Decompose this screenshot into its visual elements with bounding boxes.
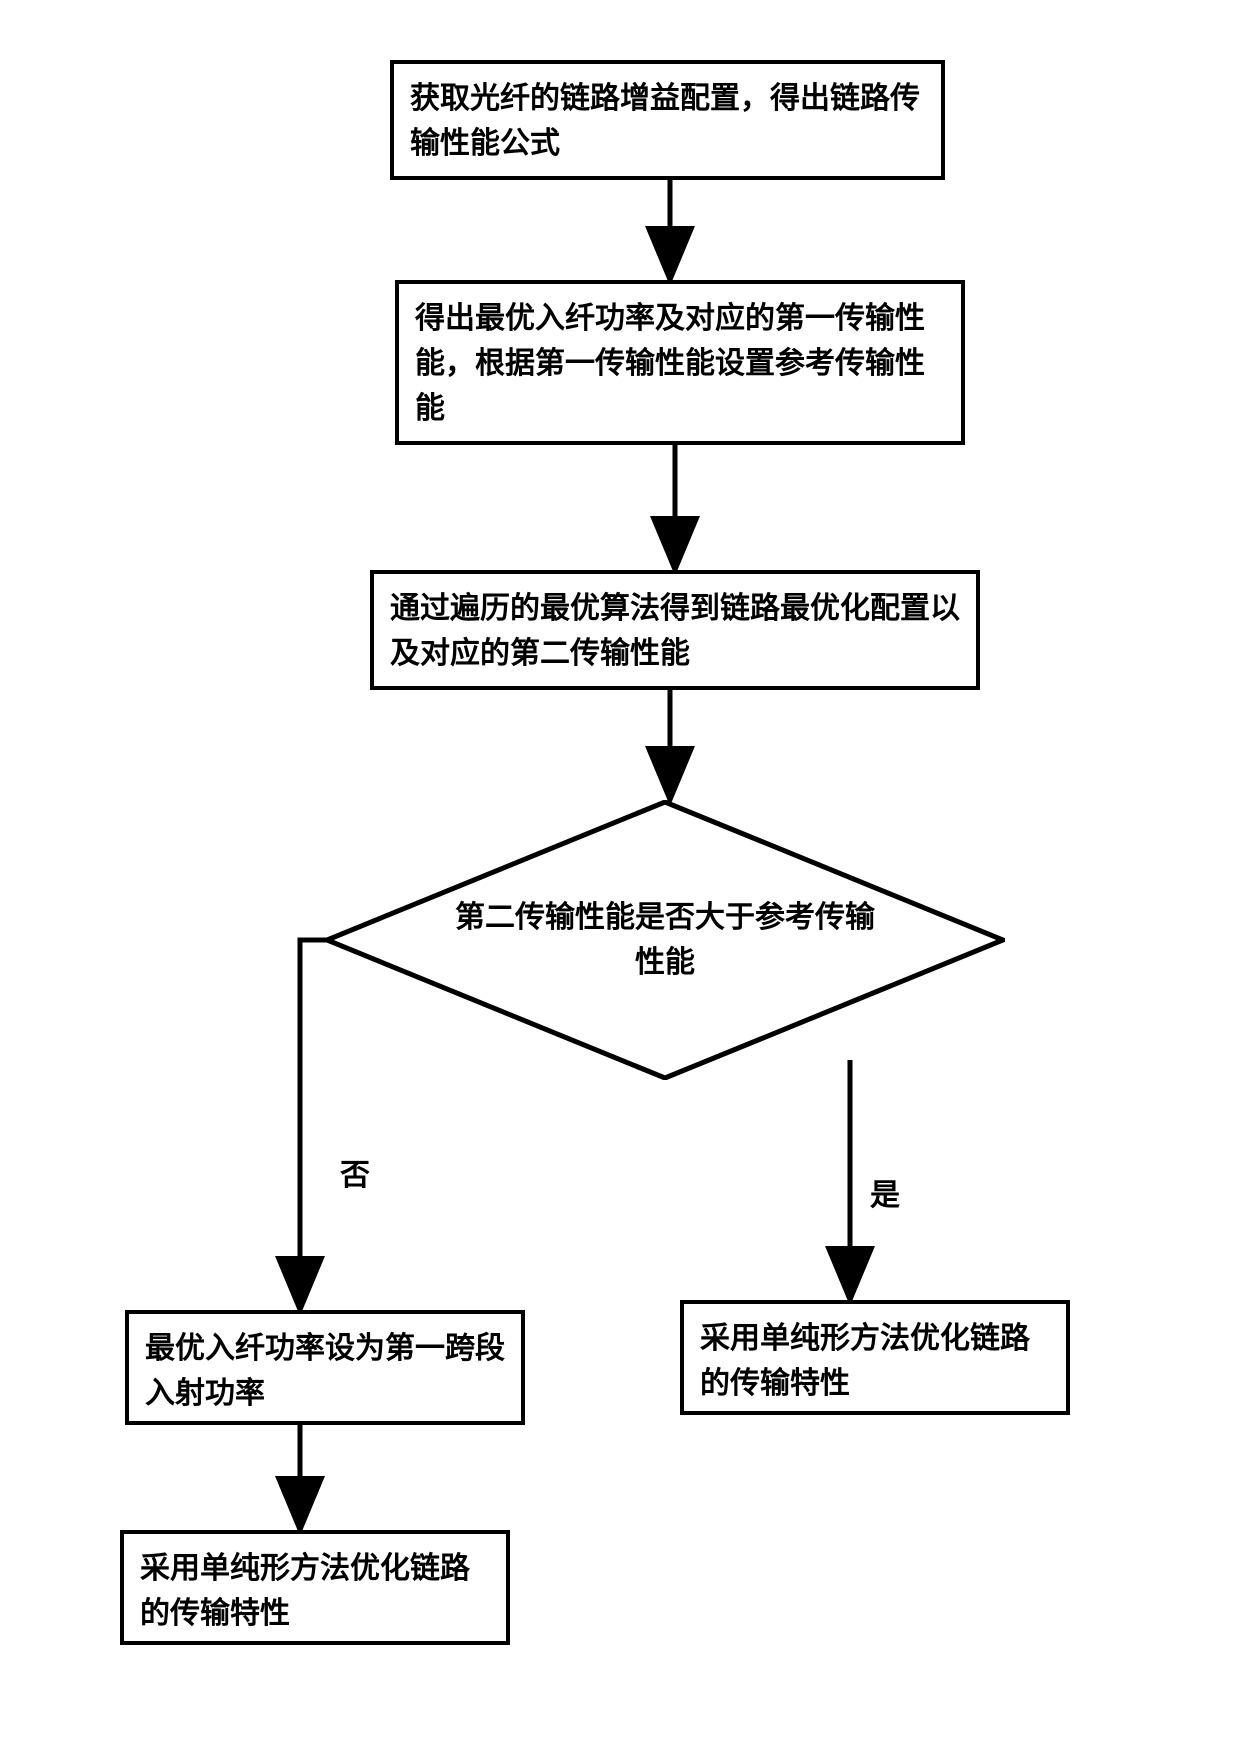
node-decision: 第二传输性能是否大于参考传输性能 <box>325 800 1005 1080</box>
node-step2: 得出最优入纤功率及对应的第一传输性能，根据第一传输性能设置参考传输性能 <box>395 280 965 445</box>
node-decision-text-span: 第二传输性能是否大于参考传输性能 <box>455 901 875 979</box>
edge-label-no: 否 <box>340 1150 370 1194</box>
flowchart-container: 获取光纤的链路增益配置，得出链路传输性能公式 得出最优入纤功率及对应的第一传输性… <box>0 0 1240 1753</box>
node-step7-text: 采用单纯形方法优化链路的传输特性 <box>140 1552 470 1630</box>
node-step7: 采用单纯形方法优化链路的传输特性 <box>120 1530 510 1645</box>
node-step1-text: 获取光纤的链路增益配置，得出链路传输性能公式 <box>410 82 920 160</box>
node-step3: 通过遍历的最优算法得到链路最优化配置以及对应的第二传输性能 <box>370 570 980 690</box>
edge-label-yes-text: 是 <box>870 1179 900 1212</box>
node-step2-text: 得出最优入纤功率及对应的第一传输性能，根据第一传输性能设置参考传输性能 <box>415 302 925 425</box>
node-step1: 获取光纤的链路增益配置，得出链路传输性能公式 <box>390 60 945 180</box>
edge-label-no-text: 否 <box>340 1159 370 1192</box>
node-step3-text: 通过遍历的最优算法得到链路最优化配置以及对应的第二传输性能 <box>390 592 960 670</box>
node-step6: 采用单纯形方法优化链路的传输特性 <box>680 1300 1070 1415</box>
node-decision-text: 第二传输性能是否大于参考传输性能 <box>455 895 875 985</box>
edge-label-yes: 是 <box>870 1170 900 1214</box>
node-step5-text: 最优入纤功率设为第一跨段入射功率 <box>145 1332 505 1410</box>
node-step6-text: 采用单纯形方法优化链路的传输特性 <box>700 1322 1030 1400</box>
node-step5: 最优入纤功率设为第一跨段入射功率 <box>125 1310 525 1425</box>
